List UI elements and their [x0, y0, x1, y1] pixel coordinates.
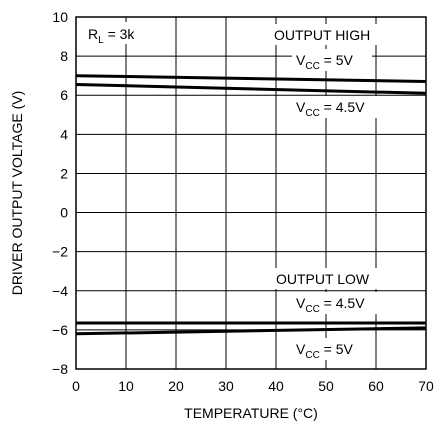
- x-tick-label: 10: [118, 378, 134, 394]
- series-line-1: [75, 83, 427, 95]
- y-tick-label: −8: [52, 361, 68, 377]
- output-low-label-background: [272, 268, 382, 289]
- vcc-4-5v-low-label: VCC = 4.5V: [296, 295, 365, 315]
- series-lines: [75, 74, 427, 336]
- vcc-5v-high-label-background: [292, 49, 372, 71]
- x-tick-label: 30: [218, 378, 234, 394]
- x-tick-label: 70: [418, 378, 434, 394]
- y-tick-label: −2: [52, 244, 68, 260]
- condition-label: RL = 3k: [88, 26, 135, 46]
- y-tick-label: 4: [60, 126, 68, 142]
- output-high-label: OUTPUT HIGH: [274, 27, 370, 43]
- x-tick-label: 0: [72, 378, 80, 394]
- series-line-3: [75, 326, 427, 336]
- output-high-label-background: [270, 24, 388, 45]
- x-tick-label: 40: [268, 378, 284, 394]
- y-tick-label: −6: [52, 322, 68, 338]
- x-tick-label: 20: [168, 378, 184, 394]
- plot-frame: [75, 16, 427, 370]
- vcc-5v-low-label: VCC = 5V: [296, 341, 354, 361]
- series-line-0: [75, 74, 427, 83]
- annotations: RL = 3k OUTPUT HIGH VCC = 5V VCC = 4.5V …: [82, 22, 388, 361]
- x-axis-title: TEMPERATURE (°C): [184, 405, 318, 421]
- y-tick-label: 2: [60, 165, 68, 181]
- grid: [76, 17, 426, 369]
- x-tick-label: 50: [318, 378, 334, 394]
- x-tick-label: 60: [368, 378, 384, 394]
- vcc-4-5v-low-label-background: [292, 292, 382, 314]
- y-axis-title: DRIVER OUTPUT VOLTAGE (V): [9, 91, 25, 296]
- tick-labels: 0 10 20 30 40 50 60 70 −8 −6 −4 −2 0 2 4 6 8 10: [52, 9, 434, 394]
- vcc-4-5v-high-label-background: [292, 96, 382, 118]
- y-tick-label: 8: [60, 48, 68, 64]
- vcc-5v-low-label-background: [292, 338, 372, 360]
- vcc-4-5v-high-label: VCC = 4.5V: [296, 99, 365, 119]
- y-tick-label: −4: [52, 283, 68, 299]
- condition-label-background: [82, 22, 160, 44]
- y-tick-label: 10: [52, 9, 68, 25]
- vcc-5v-high-label: VCC = 5V: [296, 52, 354, 72]
- output-low-label: OUTPUT LOW: [276, 271, 370, 287]
- y-tick-label: 6: [60, 87, 68, 103]
- y-tick-label: 0: [60, 205, 68, 221]
